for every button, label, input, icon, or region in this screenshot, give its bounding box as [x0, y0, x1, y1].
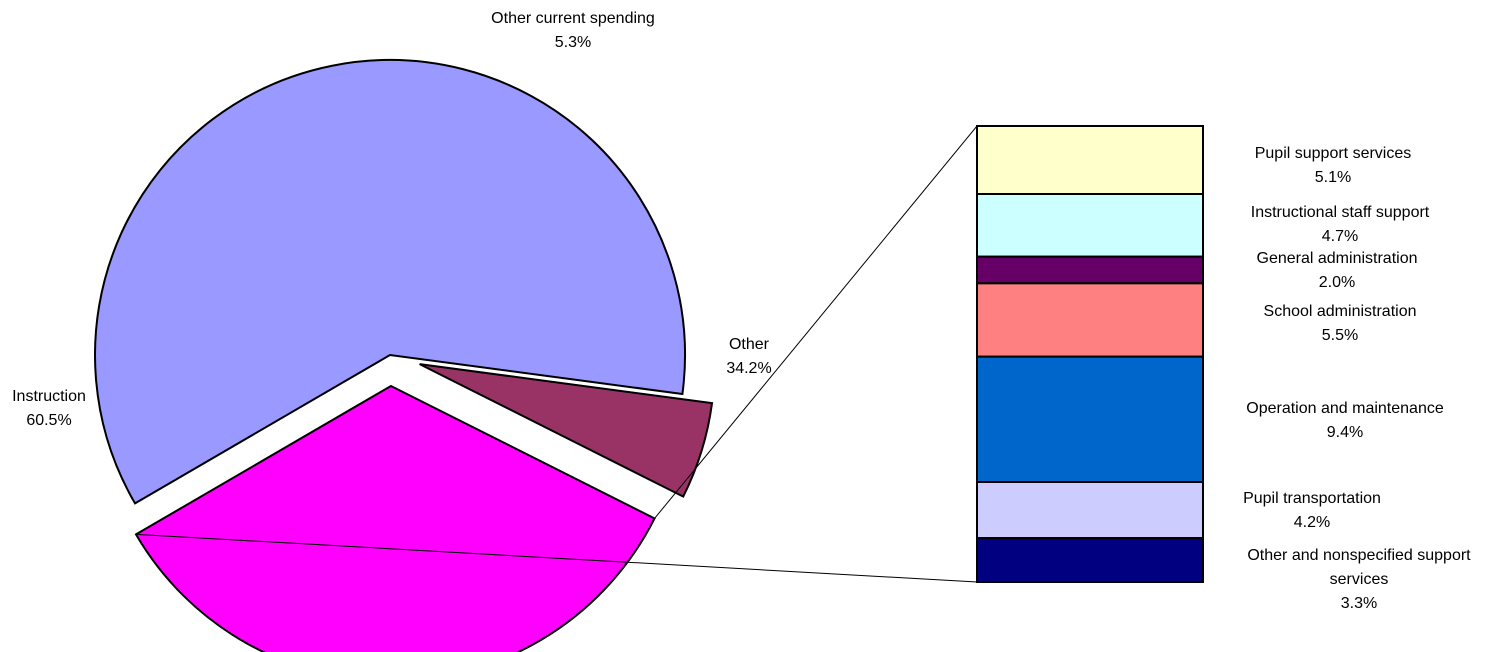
pie-slice-other-current-spending — [419, 363, 714, 498]
pie-slice-other — [134, 384, 656, 652]
bar-label-general-administration-line-0: General administration — [1257, 250, 1418, 267]
pie-label-instruction: Instruction 60.5% — [12, 388, 86, 429]
bar-label-other-and-nonspecified-support-services-line-1: services — [1330, 571, 1389, 588]
bar-label-pupil-transportation: Pupil transportation 4.2% — [1243, 490, 1381, 531]
pie-label-other-current-spending-line-0: Other current spending — [491, 10, 655, 27]
connector-line-bottom — [135, 533, 978, 583]
pie-label-instruction-line-1: 60.5% — [26, 412, 71, 429]
bar-label-school-administration: School administration 5.5% — [1264, 303, 1417, 344]
bar-segment-instructional-staff-support — [976, 193, 1204, 258]
bar-segment-general-administration — [976, 255, 1204, 285]
bar-label-general-administration: General administration 2.0% — [1257, 250, 1418, 291]
pie-label-other-line-1: 34.2% — [726, 360, 771, 377]
bar-label-instructional-staff-support-line-0: Instructional staff support — [1251, 204, 1430, 221]
bar-label-pupil-support-services: Pupil support services 5.1% — [1255, 145, 1412, 186]
bar-label-operation-and-maintenance-line-0: Operation and maintenance — [1246, 400, 1444, 417]
bar-segment-pupil-transportation — [976, 481, 1204, 539]
bar-label-pupil-transportation-line-1: 4.2% — [1294, 514, 1330, 531]
bar-segment-school-administration — [976, 282, 1204, 358]
pie-label-other-current-spending: Other current spending 5.3% — [491, 10, 655, 51]
bar-label-instructional-staff-support: Instructional staff support 4.7% — [1251, 204, 1430, 245]
pie-slice-instruction — [94, 59, 686, 505]
bar-segment-pupil-support-services — [976, 125, 1204, 195]
bar-segment-other-and-nonspecified-support-services — [976, 537, 1204, 583]
pie-label-other-line-0: Other — [729, 336, 770, 353]
bar-label-pupil-support-services-line-1: 5.1% — [1315, 169, 1351, 186]
bar-label-pupil-transportation-line-0: Pupil transportation — [1243, 490, 1381, 507]
bar-segment-operation-and-maintenance — [976, 355, 1204, 483]
bar-label-school-administration-line-1: 5.5% — [1322, 327, 1358, 344]
bar-label-operation-and-maintenance-line-1: 9.4% — [1327, 424, 1363, 441]
bar-label-other-and-nonspecified-support-services-line-0: Other and nonspecified support — [1247, 547, 1471, 564]
pie-label-instruction-line-0: Instruction — [12, 388, 86, 405]
pie-label-other-current-spending-line-1: 5.3% — [555, 34, 591, 51]
bar-label-other-and-nonspecified-support-services: Other and nonspecified support services 3.… — [1247, 547, 1471, 612]
bar-label-general-administration-line-1: 2.0% — [1319, 274, 1355, 291]
bar-label-operation-and-maintenance: Operation and maintenance 9.4% — [1246, 400, 1444, 441]
connector-line-top — [654, 125, 978, 519]
bar-label-school-administration-line-0: School administration — [1264, 303, 1417, 320]
bar-label-instructional-staff-support-line-1: 4.7% — [1322, 228, 1358, 245]
bar-label-pupil-support-services-line-0: Pupil support services — [1255, 145, 1412, 162]
pie-label-other: Other 34.2% — [726, 336, 771, 377]
bar-label-other-and-nonspecified-support-services-line-2: 3.3% — [1341, 595, 1377, 612]
